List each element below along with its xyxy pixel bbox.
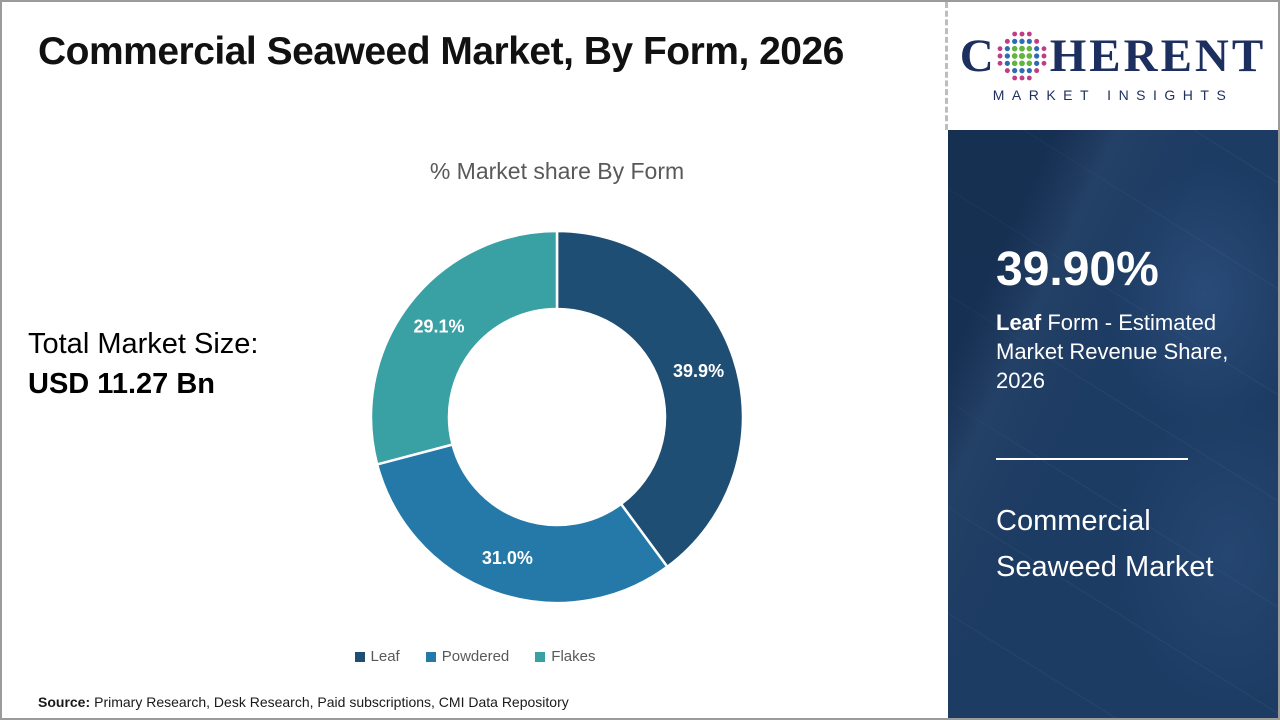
logo-subtitle: MARKET INSIGHTS: [992, 87, 1234, 103]
legend-swatch-flakes: [535, 651, 546, 662]
donut-label-powdered: 31.0%: [482, 548, 533, 568]
highlight-percentage: 39.90%: [996, 243, 1159, 296]
total-market-value: USD 11.27 Bn: [28, 368, 215, 400]
source-text: Primary Research, Desk Research, Paid su…: [94, 694, 569, 710]
world-map-texture: [948, 130, 1278, 718]
logo-letter-c: C: [959, 29, 994, 82]
highlight-panel: 39.90% Leaf Form - Estimated Market Reve…: [948, 130, 1278, 718]
source-note: Source: Primary Research, Desk Research, …: [38, 694, 569, 710]
legend-label-powdered: Powdered: [441, 648, 510, 665]
chart-legend: Leaf Powdered Flakes: [2, 648, 948, 665]
donut-slice-powdered: [375, 443, 669, 605]
legend-item-powdered: Powdered: [425, 648, 510, 665]
highlight-caption-rest: Form - Estimated Market Revenue Share, 2…: [996, 310, 1229, 393]
donut-chart: 39.9% 31.0% 29.1%: [369, 229, 745, 605]
coherent-logo: C HERENT: [960, 29, 1266, 83]
highlight-segment-name: Leaf: [996, 310, 1042, 335]
page-title: Commercial Seaweed Market, By Form, 2026: [38, 30, 844, 73]
highlight-caption: Leaf Form - Estimated Market Revenue Sha…: [996, 308, 1238, 395]
total-market-size: Total Market Size: USD 11.27 Bn: [28, 324, 258, 404]
logo-letters-herent: HERENT: [1049, 29, 1267, 82]
panel-divider-line: [996, 458, 1188, 460]
donut-slice-leaf: [555, 229, 745, 569]
coherent-globe-icon: [997, 31, 1047, 81]
donut-label-flakes: 29.1%: [413, 316, 464, 336]
legend-swatch-powdered: [425, 651, 436, 662]
legend-swatch-leaf: [354, 651, 365, 662]
total-market-label: Total Market Size:: [28, 328, 259, 360]
panel-market-line2: Seaweed Market: [996, 551, 1214, 583]
panel-market-line1: Commercial: [996, 505, 1151, 537]
donut-slice-flakes: [369, 229, 559, 466]
logo-area: C HERENT MARKET INSIGHTS: [948, 2, 1278, 130]
donut-label-leaf: 39.9%: [673, 361, 724, 381]
chart-title: % Market share By Form: [429, 158, 685, 184]
legend-item-flakes: Flakes: [535, 648, 595, 665]
legend-label-leaf: Leaf: [370, 648, 400, 665]
source-label: Source:: [38, 694, 91, 710]
panel-market-name: Commercial Seaweed Market: [996, 498, 1214, 590]
legend-item-leaf: Leaf: [354, 648, 400, 665]
dashed-divider: [945, 2, 948, 130]
legend-label-flakes: Flakes: [551, 648, 596, 665]
